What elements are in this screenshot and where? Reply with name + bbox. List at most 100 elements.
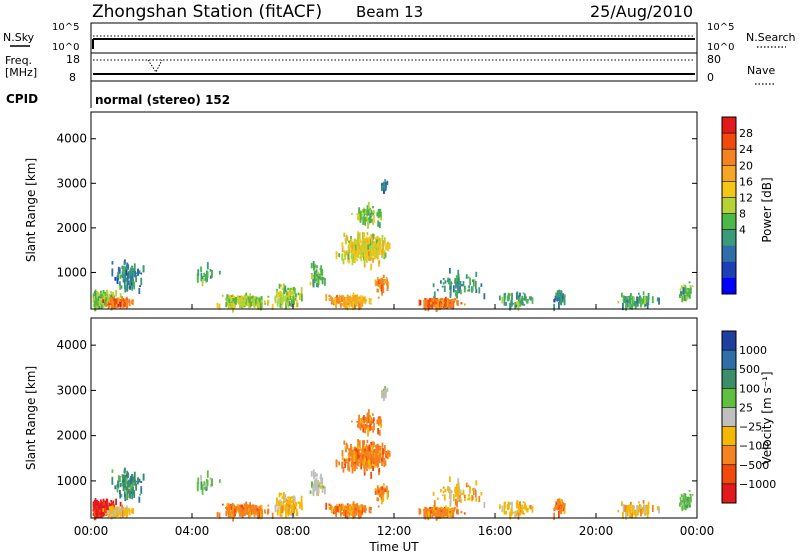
echo-cell [446,300,448,308]
echo-cell [229,504,231,508]
echo-cell [505,510,507,515]
echo-cell [92,509,95,512]
echo-cell [287,496,289,499]
echo-cell [554,504,557,510]
echo-cell [348,456,351,462]
echo-cell [685,287,687,294]
echo-cell [339,297,342,305]
echo-cell [368,460,371,466]
echo-cell [622,303,624,311]
echo-cell [137,269,139,277]
echo-cell [368,211,370,216]
echo-cell [377,220,379,227]
echo-cell [506,504,509,511]
echo-cell [102,289,105,294]
echo-cell [322,485,325,489]
echo-cell [95,509,98,514]
echo-cell [468,493,470,497]
echo-cell [387,246,390,252]
echo-cell [256,508,259,512]
echo-cell [132,487,134,495]
echo-cell [241,511,243,516]
echo-cell [127,264,130,270]
echo-cell [285,302,287,310]
echo-cell [288,301,291,307]
echo-cell [201,279,204,287]
echo-cell [250,299,253,306]
echo-cell [644,512,647,515]
echo-cell [101,510,103,514]
echo-cell [501,505,504,513]
echo-cell [358,243,360,248]
echo-cell [248,298,251,304]
echo-cell [377,282,379,286]
echo-cell [350,507,353,510]
echo-cell [360,253,363,262]
echo-cell [339,512,342,517]
echo-cell [562,502,564,509]
echo-cell [93,504,96,510]
echo-cell [469,277,471,286]
echo-cell [346,236,349,241]
echo-cell [372,441,374,449]
echo-cell [331,505,333,514]
echo-cell [633,296,636,301]
echo-cell [378,246,381,255]
echo-cell [121,506,124,509]
echo-cell [423,299,425,303]
echo-cell [358,251,361,254]
echo-cell [372,465,375,471]
velocity-colorbar: 1000 500 100 25 −25 −100 −500 −1000 [721,330,776,504]
echo-cell [317,275,320,277]
echo-cell [280,507,283,513]
echo-cell [100,502,103,507]
echo-cell [351,297,354,301]
echo-cell [683,294,686,301]
echo-cell [364,240,366,246]
echo-cell [94,304,97,312]
echo-cell [517,303,520,311]
echo-cell [455,483,458,490]
echo-cell [467,484,470,487]
echo-cell [370,419,373,422]
echo-cell [142,265,145,272]
echo-cell [358,241,361,244]
echo-cell [373,441,375,447]
echo-cell [528,296,531,300]
echo-cell [124,266,127,275]
echo-cell [437,510,439,518]
echo-cell [647,299,650,306]
echo-cell [104,298,107,306]
echo-cell [563,503,566,507]
echo-cell [688,288,691,297]
echo-cell [261,303,263,309]
echo-cell [372,413,374,416]
echo-cell [94,501,97,507]
echo-cell [370,252,373,257]
echo-cell [338,253,341,258]
echo-cell [356,505,359,512]
echo-cell [259,507,262,513]
echo-cell [435,304,438,312]
echo-cell [467,497,470,501]
echo-cell [456,500,458,508]
echo-cell [483,501,486,509]
echo-cell [142,473,145,480]
echo-cell [196,273,199,282]
echo-cell [456,489,459,496]
echo-cell [120,494,123,498]
echo-cell [197,477,200,485]
echo-cell [115,297,118,301]
echo-cell [444,299,447,308]
echo-cell [640,509,642,517]
echo-cell [290,505,293,509]
echo-cell [355,465,357,468]
echo-cell [229,513,232,518]
echo-cell [129,282,131,290]
echo-cell [203,481,206,486]
echo-cell [442,300,444,307]
echo-cell [132,299,134,306]
echo-cell [98,300,101,304]
echo-cell [321,268,324,276]
echo-cell [358,207,360,214]
